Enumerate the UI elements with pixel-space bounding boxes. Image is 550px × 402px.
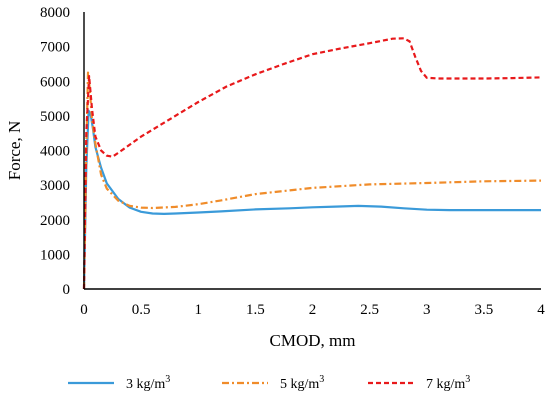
x-tick-label: 4 <box>537 302 545 318</box>
series-line-3 <box>82 37 542 290</box>
x-tick-label: 1 <box>195 302 203 318</box>
x-tick-label: 1.5 <box>246 302 265 318</box>
x-tick-label: 3 <box>423 302 431 318</box>
legend: 3 kg/m3 5 kg/m3 7 kg/m3 <box>68 374 470 392</box>
y-tick-label: 1000 <box>40 247 70 263</box>
y-tick-label: 8000 <box>40 5 70 21</box>
y-axis-title: Force, N <box>5 121 24 180</box>
y-tick-label: 6000 <box>40 74 70 90</box>
legend-label-3: 7 kg/m3 <box>426 374 470 392</box>
y-tick-label: 2000 <box>40 213 70 229</box>
x-tick-label: 0 <box>80 302 88 318</box>
x-tick-label: 2.5 <box>360 302 379 318</box>
series-line-1 <box>82 109 541 290</box>
plot-lines <box>82 37 542 290</box>
x-tick-label: 2 <box>309 302 317 318</box>
y-tick-label: 0 <box>63 282 71 298</box>
y-tick-label: 4000 <box>40 144 70 160</box>
x-tick-labels: 0 0.5 1 1.5 2 2.5 3 3.5 4 <box>80 302 545 318</box>
x-tick-label: 0.5 <box>132 302 151 318</box>
legend-label-2: 5 kg/m3 <box>280 374 324 392</box>
y-tick-label: 3000 <box>40 178 70 194</box>
x-tick-label: 3.5 <box>475 302 494 318</box>
y-tick-label: 5000 <box>40 109 70 125</box>
y-tick-label: 7000 <box>40 40 70 56</box>
y-tick-labels: 0 1000 2000 3000 4000 5000 6000 7000 8000 <box>40 5 70 298</box>
legend-label-1: 3 kg/m3 <box>126 374 170 392</box>
x-axis-title: CMOD, mm <box>270 331 356 350</box>
series-line-2 <box>82 71 542 290</box>
